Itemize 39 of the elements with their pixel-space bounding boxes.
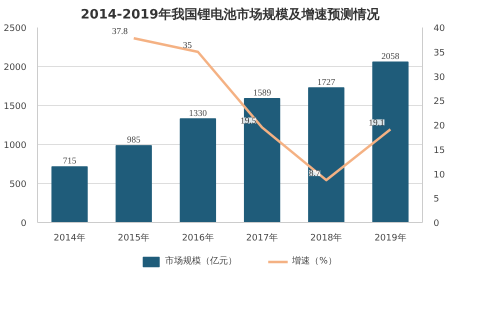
data-label: 35 (182, 40, 192, 50)
y-tick-label: 1500 (4, 102, 27, 112)
y2-tick-label: 40 (434, 24, 446, 34)
data-label: 985 (127, 134, 141, 145)
data-label: 1589 (253, 88, 272, 98)
chart-title: 2014-2019年我国锂电池市场规模及增速预测情况 (80, 6, 380, 22)
y-tick-label: 2500 (4, 24, 27, 34)
bar (51, 166, 88, 222)
legend-label: 增速（%） (292, 255, 337, 268)
y2-tick-label: 0 (434, 219, 440, 229)
data-label: 1330 (188, 108, 208, 118)
y2-tick-label: 10 (434, 170, 446, 180)
y-tick-label: 0 (20, 219, 27, 229)
y-tick-label: 2000 (4, 63, 27, 73)
y2-tick-label: 25 (434, 97, 445, 108)
y2-tick-label: 35 (434, 48, 445, 58)
data-label: 1727 (317, 76, 336, 87)
legend-label: 市场规模（亿元） (165, 255, 238, 268)
x-tick-label: 2018年 (310, 232, 342, 244)
y2-tick-label: 15 (434, 146, 445, 156)
bar (116, 145, 152, 222)
data-label: 715 (62, 156, 77, 166)
y2-tick-label: 5 (434, 194, 440, 205)
bar (308, 87, 344, 222)
y2-tick-label: 20 (434, 122, 446, 132)
x-tick-label: 2017年 (246, 232, 278, 244)
data-label: 19.1 (368, 117, 384, 128)
y-tick-label: 1000 (4, 141, 27, 151)
data-label: 37.8 (112, 26, 128, 36)
x-tick-label: 2015年 (118, 232, 150, 244)
x-tick-label: 2019年 (374, 232, 406, 244)
x-tick-label: 2016年 (182, 232, 214, 244)
bar (180, 118, 216, 222)
data-label: 8.7 (309, 168, 321, 178)
x-tick-label: 2014年 (54, 232, 86, 244)
data-label: 2058 (381, 50, 400, 61)
y-tick-label: 500 (9, 180, 27, 190)
data-label: 19.5 (240, 115, 257, 126)
y2-tick-label: 30 (434, 72, 446, 83)
